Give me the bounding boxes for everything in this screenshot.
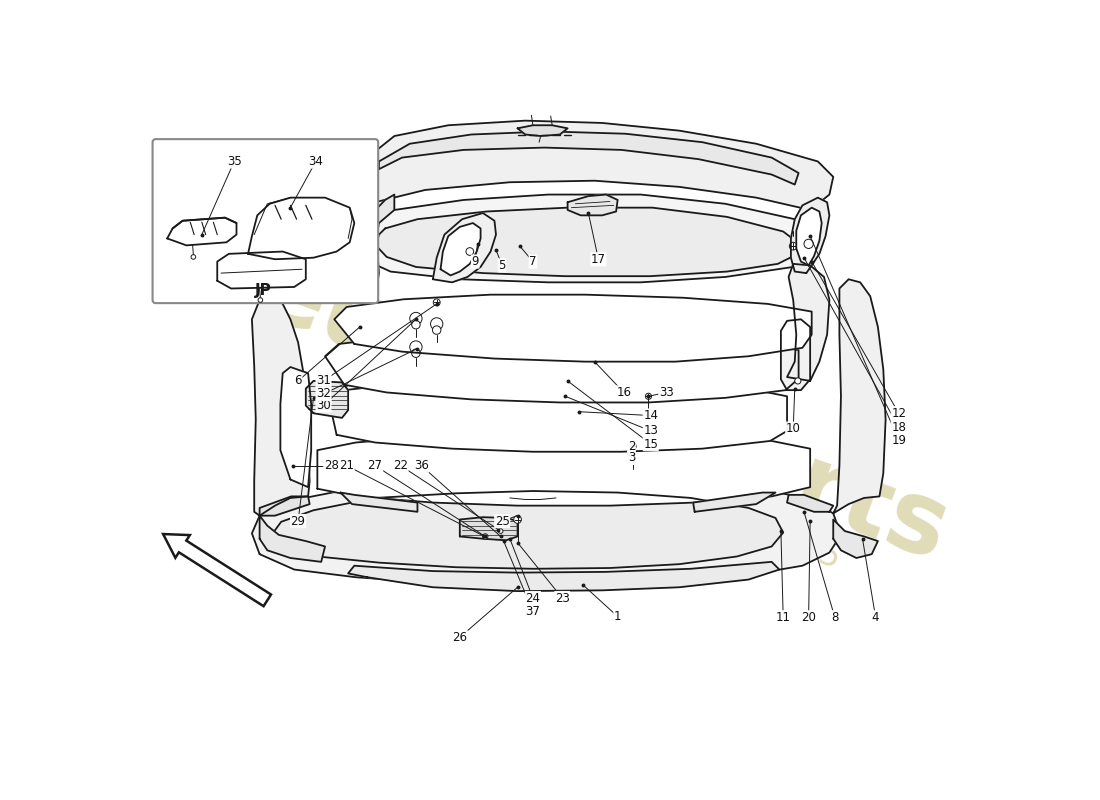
Text: 21: 21 (339, 459, 354, 472)
Text: 28: 28 (323, 459, 339, 472)
Circle shape (630, 443, 636, 450)
Circle shape (646, 394, 651, 399)
Text: 10: 10 (785, 422, 801, 435)
Polygon shape (352, 194, 818, 282)
Text: 1: 1 (614, 610, 622, 623)
Polygon shape (568, 194, 618, 215)
Polygon shape (350, 121, 834, 218)
Circle shape (411, 321, 420, 329)
Polygon shape (796, 208, 822, 266)
Text: 16: 16 (616, 386, 631, 399)
Text: 35: 35 (227, 155, 242, 168)
Text: 3: 3 (628, 451, 635, 464)
Polygon shape (167, 218, 236, 246)
Text: 33: 33 (659, 386, 673, 399)
Circle shape (466, 248, 474, 255)
Text: 22: 22 (393, 459, 408, 472)
Polygon shape (834, 519, 878, 558)
Text: 12: 12 (891, 406, 906, 420)
Polygon shape (350, 221, 378, 298)
Polygon shape (318, 434, 810, 506)
Text: 4: 4 (872, 610, 879, 624)
Circle shape (433, 299, 440, 306)
Polygon shape (791, 198, 829, 273)
Text: 11: 11 (776, 610, 791, 624)
Circle shape (191, 254, 196, 259)
Text: 25: 25 (495, 514, 509, 527)
Polygon shape (788, 264, 829, 381)
Polygon shape (788, 495, 834, 512)
Text: 17: 17 (591, 253, 606, 266)
Circle shape (794, 378, 801, 384)
Text: 13: 13 (644, 425, 658, 438)
FancyBboxPatch shape (153, 139, 378, 303)
Polygon shape (334, 294, 812, 362)
Polygon shape (693, 493, 776, 512)
Text: a passion for parts since 1995: a passion for parts since 1995 (360, 371, 845, 575)
Circle shape (430, 318, 443, 330)
Polygon shape (260, 496, 310, 516)
Polygon shape (280, 367, 311, 487)
Text: 5: 5 (498, 259, 506, 272)
Polygon shape (329, 379, 788, 452)
Polygon shape (260, 516, 326, 562)
Text: 27: 27 (367, 459, 383, 472)
Text: 36: 36 (414, 459, 429, 472)
Circle shape (498, 529, 503, 534)
Text: 14: 14 (644, 409, 658, 422)
Circle shape (411, 349, 420, 358)
Circle shape (258, 298, 263, 302)
Polygon shape (433, 213, 496, 282)
Polygon shape (306, 381, 348, 418)
Text: 29: 29 (290, 514, 306, 527)
FancyArrow shape (163, 534, 271, 606)
Text: 37: 37 (526, 606, 540, 618)
Polygon shape (252, 296, 310, 516)
Polygon shape (378, 131, 799, 185)
Text: 18: 18 (891, 421, 906, 434)
Polygon shape (252, 476, 842, 585)
Text: 31: 31 (316, 374, 331, 387)
Text: 30: 30 (316, 399, 331, 412)
Polygon shape (348, 562, 779, 591)
Polygon shape (363, 194, 395, 266)
Text: 24: 24 (526, 591, 540, 605)
Circle shape (804, 239, 813, 249)
Text: 26: 26 (452, 631, 468, 644)
Text: 20: 20 (801, 610, 816, 624)
Text: 19: 19 (891, 434, 906, 446)
Polygon shape (273, 491, 783, 569)
Circle shape (432, 326, 441, 334)
Circle shape (790, 242, 798, 250)
Text: 8: 8 (832, 610, 838, 624)
Polygon shape (372, 258, 377, 273)
Polygon shape (218, 251, 306, 289)
Text: 6: 6 (295, 374, 301, 387)
Polygon shape (834, 279, 886, 514)
Text: 34: 34 (308, 155, 323, 168)
Text: 15: 15 (644, 438, 658, 450)
Polygon shape (517, 126, 568, 136)
Polygon shape (376, 208, 800, 276)
Polygon shape (781, 319, 810, 390)
Text: 32: 32 (316, 387, 331, 401)
Circle shape (483, 534, 488, 539)
Text: 2: 2 (628, 440, 636, 453)
Text: 23: 23 (554, 591, 570, 605)
Text: 9: 9 (472, 255, 478, 268)
Text: JP: JP (255, 282, 272, 298)
Polygon shape (249, 198, 354, 259)
Polygon shape (460, 517, 517, 540)
Circle shape (514, 516, 521, 523)
Polygon shape (326, 333, 799, 402)
Text: 7: 7 (529, 255, 537, 268)
Circle shape (409, 341, 422, 353)
Polygon shape (440, 223, 481, 275)
Text: eurocarparts: eurocarparts (243, 242, 961, 582)
Circle shape (409, 312, 422, 325)
Polygon shape (341, 493, 418, 512)
